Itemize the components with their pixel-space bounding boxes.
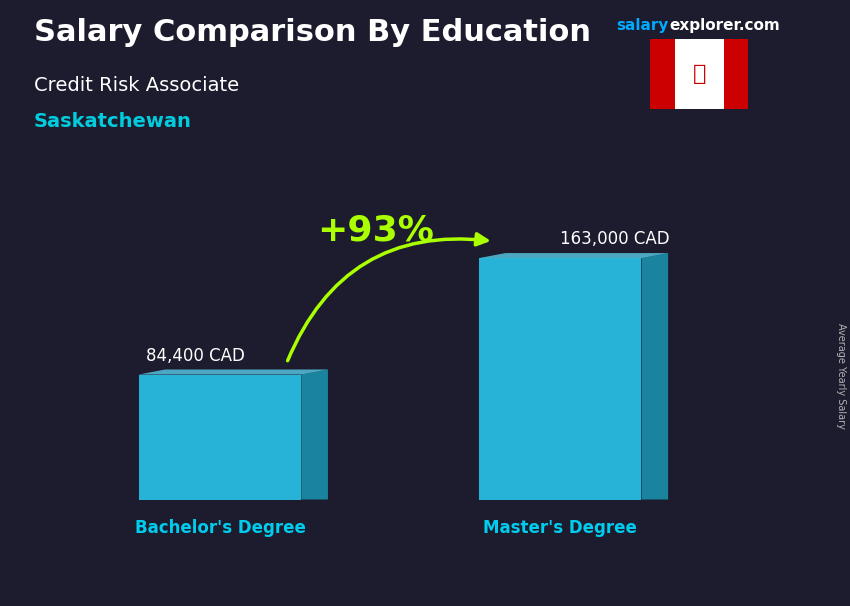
Polygon shape (479, 253, 668, 258)
Polygon shape (301, 370, 328, 499)
FancyArrowPatch shape (287, 234, 487, 361)
Text: Salary Comparison By Education: Salary Comparison By Education (34, 18, 591, 47)
Bar (675, 39, 723, 109)
Text: salary: salary (616, 18, 669, 33)
Bar (139, 375, 301, 499)
Text: explorer.com: explorer.com (669, 18, 779, 33)
Text: Master's Degree: Master's Degree (483, 519, 638, 537)
Text: 84,400 CAD: 84,400 CAD (146, 347, 245, 365)
Polygon shape (139, 370, 328, 375)
Text: 🍁: 🍁 (693, 64, 706, 84)
Bar (479, 258, 642, 499)
Polygon shape (642, 253, 668, 499)
Text: Bachelor's Degree: Bachelor's Degree (134, 519, 305, 537)
Text: +93%: +93% (317, 213, 434, 247)
Text: 163,000 CAD: 163,000 CAD (560, 230, 670, 248)
Text: Saskatchewan: Saskatchewan (34, 112, 192, 131)
Text: Credit Risk Associate: Credit Risk Associate (34, 76, 239, 95)
Text: Average Yearly Salary: Average Yearly Salary (836, 323, 846, 428)
